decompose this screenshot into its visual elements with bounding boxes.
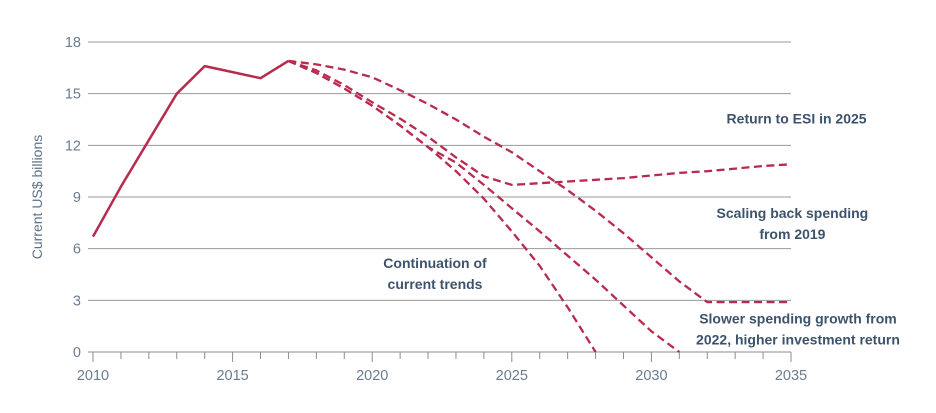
svg-text:2022, higher investment return: 2022, higher investment return — [696, 331, 900, 347]
svg-text:Scaling back spending: Scaling back spending — [717, 205, 869, 221]
y-axis-title: Current US$ billions — [29, 135, 45, 260]
series-continuation-of-current-trends — [287, 59, 597, 353]
svg-text:current trends: current trends — [388, 276, 483, 292]
annotation-scaling-back: Scaling back spending from 2019 — [717, 205, 869, 242]
svg-text:15: 15 — [65, 87, 81, 103]
gridlines — [88, 41, 791, 353]
svg-text:9: 9 — [73, 190, 81, 206]
svg-text:2010: 2010 — [77, 368, 109, 384]
svg-text:2020: 2020 — [356, 368, 388, 384]
annotation-return-to-esi: Return to ESI in 2025 — [727, 111, 867, 127]
annotation-slower-growth: Slower spending growth from 2022, higher … — [696, 310, 900, 347]
svg-text:3: 3 — [73, 293, 81, 309]
svg-text:2025: 2025 — [496, 368, 528, 384]
y-tick-labels: 0 3 6 9 12 15 18 — [65, 35, 81, 361]
x-axis-ticks — [92, 352, 792, 362]
series-scaling-back-spending-from-2019 — [288, 59, 791, 304]
svg-text:6: 6 — [73, 242, 81, 258]
svg-text:Return to ESI in 2025: Return to ESI in 2025 — [727, 111, 867, 127]
series-historical-spending-2010-2017 — [91, 59, 290, 238]
svg-text:2035: 2035 — [775, 368, 807, 384]
svg-text:Slower spending growth from: Slower spending growth from — [699, 310, 897, 326]
svg-text:Current US$ billions: Current US$ billions — [29, 135, 45, 260]
series-return-to-esi-in-2025 — [288, 59, 792, 187]
x-tick-labels: 2010 2015 2020 2025 2030 2035 — [77, 368, 807, 384]
svg-text:0: 0 — [73, 345, 81, 361]
series-slower-spending-growth-from-2022-higher-investment-return — [287, 59, 680, 353]
svg-text:Continuation of: Continuation of — [383, 255, 487, 271]
svg-text:18: 18 — [65, 35, 81, 51]
svg-text:from 2019: from 2019 — [759, 226, 825, 242]
annotation-continuation: Continuation of current trends — [383, 255, 487, 292]
svg-text:2030: 2030 — [635, 368, 667, 384]
svg-text:12: 12 — [65, 138, 81, 154]
svg-text:2015: 2015 — [216, 368, 248, 384]
